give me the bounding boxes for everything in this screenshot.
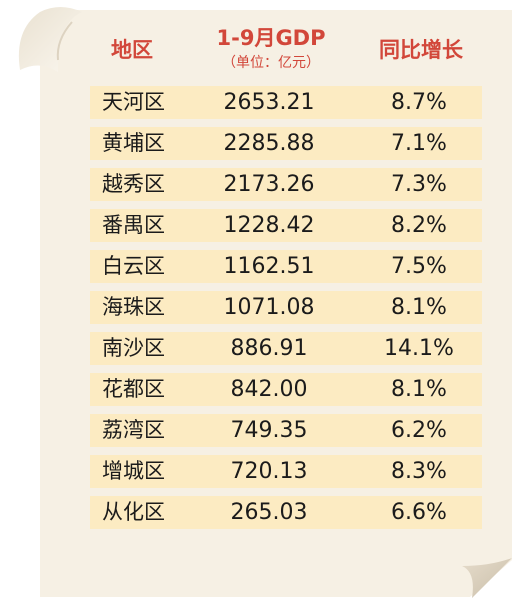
gdp-cell: 1228.42 bbox=[223, 213, 315, 238]
header-district: 地区 bbox=[111, 38, 153, 62]
growth-cell: 7.1% bbox=[391, 131, 447, 156]
gdp-table: 天河区 2653.21 8.7% 黄埔区 2285.88 7.1% 越秀区 21… bbox=[90, 86, 482, 537]
table-header: 地区 1-9月GDP （单位：亿元） 同比增长 bbox=[88, 18, 486, 78]
growth-cell: 8.1% bbox=[391, 377, 447, 402]
district-cell: 花都区 bbox=[102, 377, 165, 401]
table-row: 越秀区 2173.26 7.3% bbox=[90, 168, 482, 201]
header-gdp: 1-9月GDP bbox=[216, 26, 326, 50]
table-row: 番禺区 1228.42 8.2% bbox=[90, 209, 482, 242]
gdp-cell: 265.03 bbox=[230, 500, 308, 525]
gdp-cell: 749.35 bbox=[230, 418, 308, 443]
table-row: 荔湾区 749.35 6.2% bbox=[90, 414, 482, 447]
growth-cell: 8.1% bbox=[391, 295, 447, 320]
gdp-cell: 720.13 bbox=[230, 459, 308, 484]
table-row: 增城区 720.13 8.3% bbox=[90, 455, 482, 488]
growth-cell: 8.2% bbox=[391, 213, 447, 238]
table-row: 海珠区 1071.08 8.1% bbox=[90, 291, 482, 324]
bottom-right-curl bbox=[462, 558, 512, 598]
growth-cell: 7.3% bbox=[391, 172, 447, 197]
growth-cell: 14.1% bbox=[384, 336, 454, 361]
growth-cell: 7.5% bbox=[391, 254, 447, 279]
gdp-cell: 2285.88 bbox=[223, 131, 315, 156]
district-cell: 从化区 bbox=[102, 500, 165, 524]
top-left-curl bbox=[18, 7, 82, 72]
district-cell: 增城区 bbox=[102, 459, 165, 483]
district-cell: 白云区 bbox=[102, 254, 165, 278]
table-row: 白云区 1162.51 7.5% bbox=[90, 250, 482, 283]
district-cell: 番禺区 bbox=[102, 213, 165, 237]
header-gdp-unit: （单位：亿元） bbox=[222, 55, 320, 71]
gdp-cell: 1162.51 bbox=[223, 254, 315, 279]
gdp-cell: 886.91 bbox=[230, 336, 308, 361]
district-cell: 海珠区 bbox=[102, 295, 165, 319]
district-cell: 越秀区 bbox=[102, 172, 165, 196]
table-row: 从化区 265.03 6.6% bbox=[90, 496, 482, 529]
table-row: 花都区 842.00 8.1% bbox=[90, 373, 482, 406]
gdp-cell: 1071.08 bbox=[223, 295, 315, 320]
table-row: 黄埔区 2285.88 7.1% bbox=[90, 127, 482, 160]
table-row: 南沙区 886.91 14.1% bbox=[90, 332, 482, 365]
district-cell: 荔湾区 bbox=[102, 418, 165, 442]
header-growth: 同比增长 bbox=[379, 38, 463, 62]
growth-cell: 8.3% bbox=[391, 459, 447, 484]
district-cell: 黄埔区 bbox=[102, 131, 165, 155]
gdp-cell: 2653.21 bbox=[223, 90, 315, 115]
gdp-cell: 842.00 bbox=[230, 377, 308, 402]
table-row: 天河区 2653.21 8.7% bbox=[90, 86, 482, 119]
district-cell: 南沙区 bbox=[102, 336, 165, 360]
district-cell: 天河区 bbox=[102, 90, 165, 114]
gdp-cell: 2173.26 bbox=[223, 172, 315, 197]
growth-cell: 8.7% bbox=[391, 90, 447, 115]
growth-cell: 6.6% bbox=[391, 500, 447, 525]
growth-cell: 6.2% bbox=[391, 418, 447, 443]
